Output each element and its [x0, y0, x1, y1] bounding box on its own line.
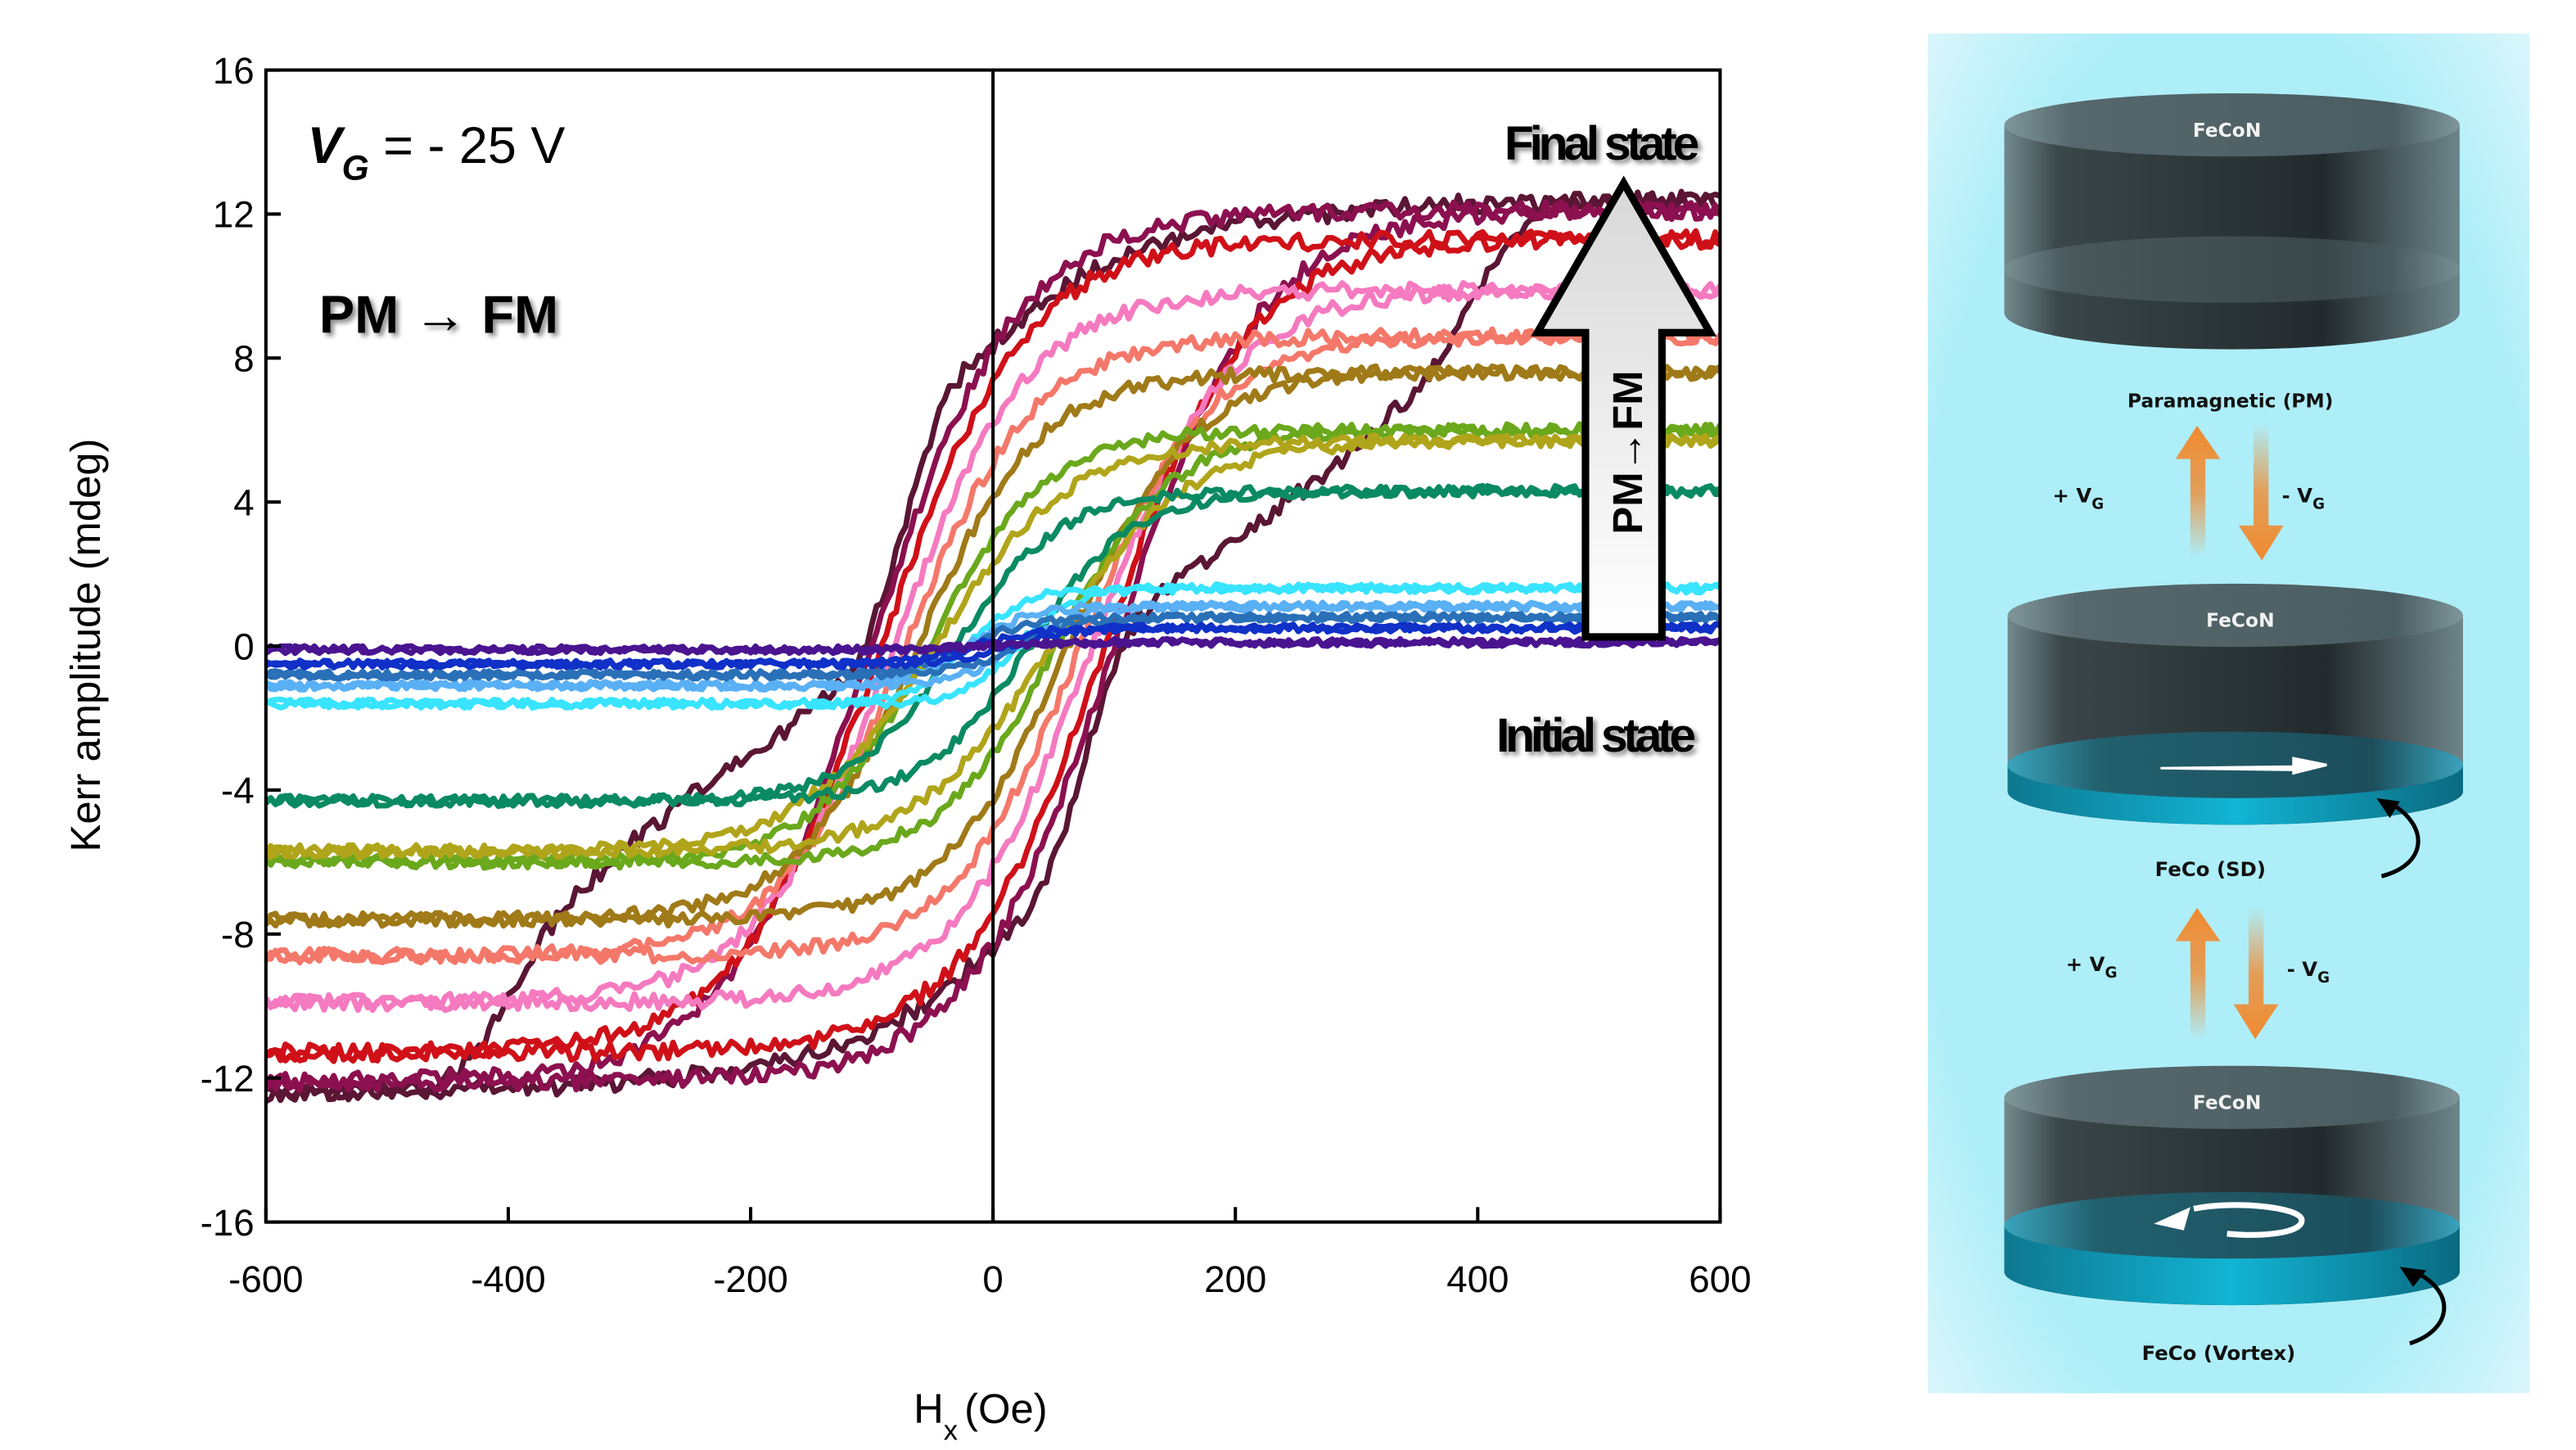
x-tick-label: -600 [228, 1258, 303, 1300]
fecon-cylinder-vortex: FeCoN [2004, 1065, 2460, 1346]
x-tick-label: 0 [982, 1258, 1003, 1300]
plus-vg-label: + VG [2052, 483, 2104, 513]
hysteresis-chart: -600 -400 -200 0 200 400 600-16-12-8-40481216 … [62, 50, 1752, 1447]
layer-label: FeCoN [2206, 609, 2274, 632]
fecon-cylinder-pm: FeCoN [2004, 93, 2460, 350]
gate-arrows-2: + VG - VG [2066, 907, 2330, 1040]
transition-label: PM → FM [319, 284, 558, 344]
x-tick-label: 200 [1204, 1258, 1266, 1300]
y-axis-label: Kerr amplitude (mdeg) [62, 439, 109, 852]
initial-state-label: Initial state [1496, 709, 1694, 762]
y-tick-label: 8 [233, 338, 254, 380]
minus-vg-label: - VG [2282, 483, 2325, 513]
x-tick-label: 600 [1689, 1258, 1751, 1300]
plus-vg-label: + VG [2066, 952, 2118, 982]
gate-voltage-label: VG = - 25 V [308, 117, 566, 187]
arrow-up-icon [2175, 907, 2221, 1040]
fecon-cylinder-sd: FeCoN [2007, 583, 2463, 879]
y-tick-label: 16 [213, 50, 255, 92]
y-tick-label: -12 [201, 1058, 255, 1100]
paramagnetic-label: Paramagnetic (PM) [2127, 390, 2333, 413]
single-domain-arrow-icon [2160, 757, 2327, 775]
arrow-up-icon [2175, 426, 2221, 558]
gate-arrows-1: + VG - VG [2052, 424, 2325, 561]
arrow-down-icon [2238, 424, 2284, 561]
vortex-arrow-icon [2193, 1202, 2305, 1238]
y-tick-label: -4 [221, 770, 255, 811]
sd-label: FeCo (SD) [2155, 857, 2266, 881]
x-axis-label: Hx (Oe) [914, 1385, 1048, 1446]
pm-to-fm-arrow: PM→FM [1531, 175, 1717, 641]
layer-label: FeCoN [2193, 1091, 2261, 1114]
arrow-down-icon [2233, 907, 2279, 1040]
y-tick-label: -16 [201, 1202, 255, 1244]
minus-vg-label: - VG [2287, 957, 2330, 987]
x-tick-label: 400 [1446, 1258, 1509, 1300]
y-tick-label: 12 [213, 194, 255, 236]
final-state-label: Final state [1505, 117, 1699, 170]
x-tick-label: -200 [713, 1258, 787, 1300]
layer-label: FeCoN [2193, 119, 2261, 142]
state-schematic-panel: FeCoN Paramagnetic (PM) + VG - VG FeCoN … [1928, 33, 2530, 1394]
curved-arrow-icon [2380, 802, 2420, 879]
vortex-label: FeCo (Vortex) [2142, 1341, 2296, 1365]
x-tick-label: -400 [471, 1258, 545, 1300]
y-tick-label: -8 [221, 914, 255, 955]
arrow-text: PM→FM [1604, 370, 1651, 534]
curved-arrow-icon [2409, 1272, 2447, 1346]
axis-ticks: -600 -400 -200 0 200 400 600 -16 -12 -8 -4 0 4 8 12 16 [201, 50, 1752, 1300]
y-tick-label: 4 [233, 481, 254, 523]
y-tick-label: 0 [233, 626, 254, 667]
